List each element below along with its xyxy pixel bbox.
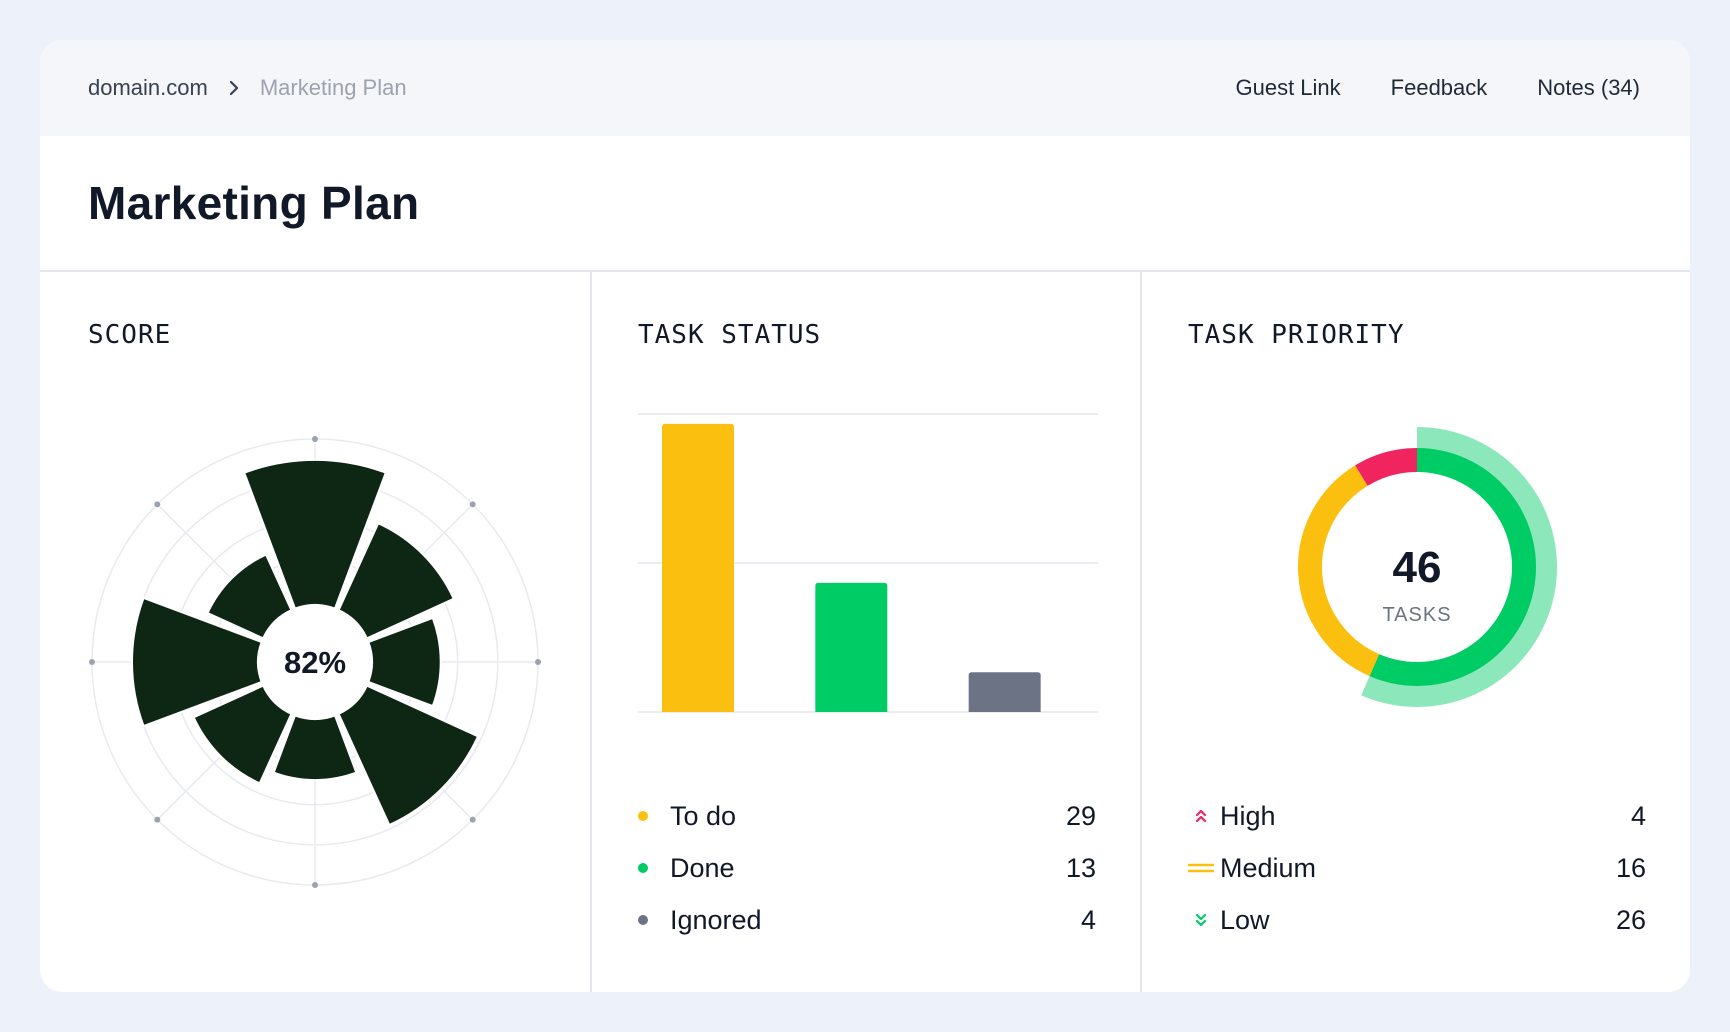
task-priority-donut-chart: 46 TASKS (1298, 427, 1557, 707)
legend-value: 13 (1065, 852, 1096, 883)
legend-value: 29 (1065, 800, 1096, 831)
double-chevron-up-icon (1188, 806, 1216, 826)
legend-label: Low (1220, 904, 1270, 935)
legend-label: To do (670, 800, 737, 831)
score-petals (131, 458, 480, 827)
legend-dot-icon (638, 811, 666, 821)
legend-item: Done 13 (638, 842, 1096, 894)
legend-item: Ignored 4 (638, 894, 1096, 946)
donut-arcs (1298, 427, 1557, 707)
score-panel: SCORE 82% (40, 272, 590, 992)
score-grid-dot (312, 882, 318, 888)
legend-dot-icon (638, 915, 666, 925)
dashboard-card: domain.com Marketing Plan Guest Link Fee… (40, 40, 1690, 992)
legend-value: 26 (1615, 904, 1646, 935)
score-value-label: 82% (284, 645, 346, 680)
breadcrumb-root-link[interactable]: domain.com (88, 75, 208, 100)
bar-to-do (662, 423, 734, 712)
task-priority-panel: TASK PRIORITY 46 TASKS High 4 Medium 16 Low 2… (1140, 272, 1690, 992)
score-grid-dot (154, 501, 161, 508)
score-grid-dot (154, 816, 161, 823)
guest-link-button[interactable]: Guest Link (1235, 75, 1341, 100)
breadcrumb: domain.com Marketing Plan (88, 75, 407, 101)
task-status-legend: To do 29 Done 13 Ignored 4 (638, 790, 1096, 946)
feedback-button[interactable]: Feedback (1390, 75, 1488, 100)
score-grid-dot (89, 659, 95, 665)
notes-button[interactable]: Notes (34) (1537, 75, 1640, 100)
score-center-disc (258, 605, 372, 719)
equals-icon (1188, 858, 1216, 878)
chevron-right-icon (228, 79, 240, 97)
title-row: Marketing Plan (40, 136, 1690, 272)
task-priority-title: TASK PRIORITY (1188, 320, 1405, 350)
bar-bars (662, 423, 1041, 712)
legend-dot-icon (638, 863, 666, 873)
legend-item: Low 26 (1188, 894, 1646, 946)
task-status-bar-chart (638, 413, 1098, 713)
donut-arc-medium (1298, 465, 1380, 677)
double-chevron-down-icon (1188, 910, 1216, 930)
task-status-panel: TASK STATUS To do 29 Done 13 Ignored 4 (590, 272, 1140, 992)
donut-arc-low (1369, 448, 1536, 686)
donut-arc-high (1355, 448, 1418, 487)
legend-value: 16 (1615, 852, 1646, 883)
score-grid-dot (469, 501, 476, 508)
donut-arc-low-halo (1361, 427, 1557, 707)
score-grid-dot (535, 659, 541, 665)
breadcrumb-current: Marketing Plan (259, 75, 407, 100)
top-bar: domain.com Marketing Plan Guest Link Fee… (40, 40, 1690, 136)
donut-total: 46 (1393, 543, 1442, 592)
panels: SCORE 82% TASK STATUS To do 29 Done 13 Ignor… (40, 272, 1690, 992)
score-grid-dot (312, 436, 318, 442)
score-grid-dot (469, 816, 476, 823)
task-priority-legend: High 4 Medium 16 Low 26 (1188, 790, 1646, 946)
legend-item: Medium 16 (1188, 842, 1646, 894)
top-nav: Guest Link Feedback Notes (34) (1235, 75, 1640, 101)
legend-item: High 4 (1188, 790, 1646, 842)
legend-label: Medium (1220, 852, 1317, 883)
legend-item: To do 29 (638, 790, 1096, 842)
legend-value: 4 (1630, 800, 1646, 831)
legend-value: 4 (1080, 904, 1096, 935)
legend-label: High (1220, 800, 1276, 831)
bar-done (815, 582, 888, 712)
donut-total-label: TASKS (1382, 604, 1451, 626)
bar-ignored (968, 672, 1041, 712)
score-polar-chart: 82% (89, 436, 541, 888)
legend-label: Done (670, 852, 735, 883)
legend-label: Ignored (670, 904, 762, 935)
score-petal (337, 521, 456, 640)
page-title: Marketing Plan (88, 177, 420, 229)
score-title: SCORE (88, 320, 172, 350)
task-status-title: TASK STATUS (638, 320, 822, 350)
